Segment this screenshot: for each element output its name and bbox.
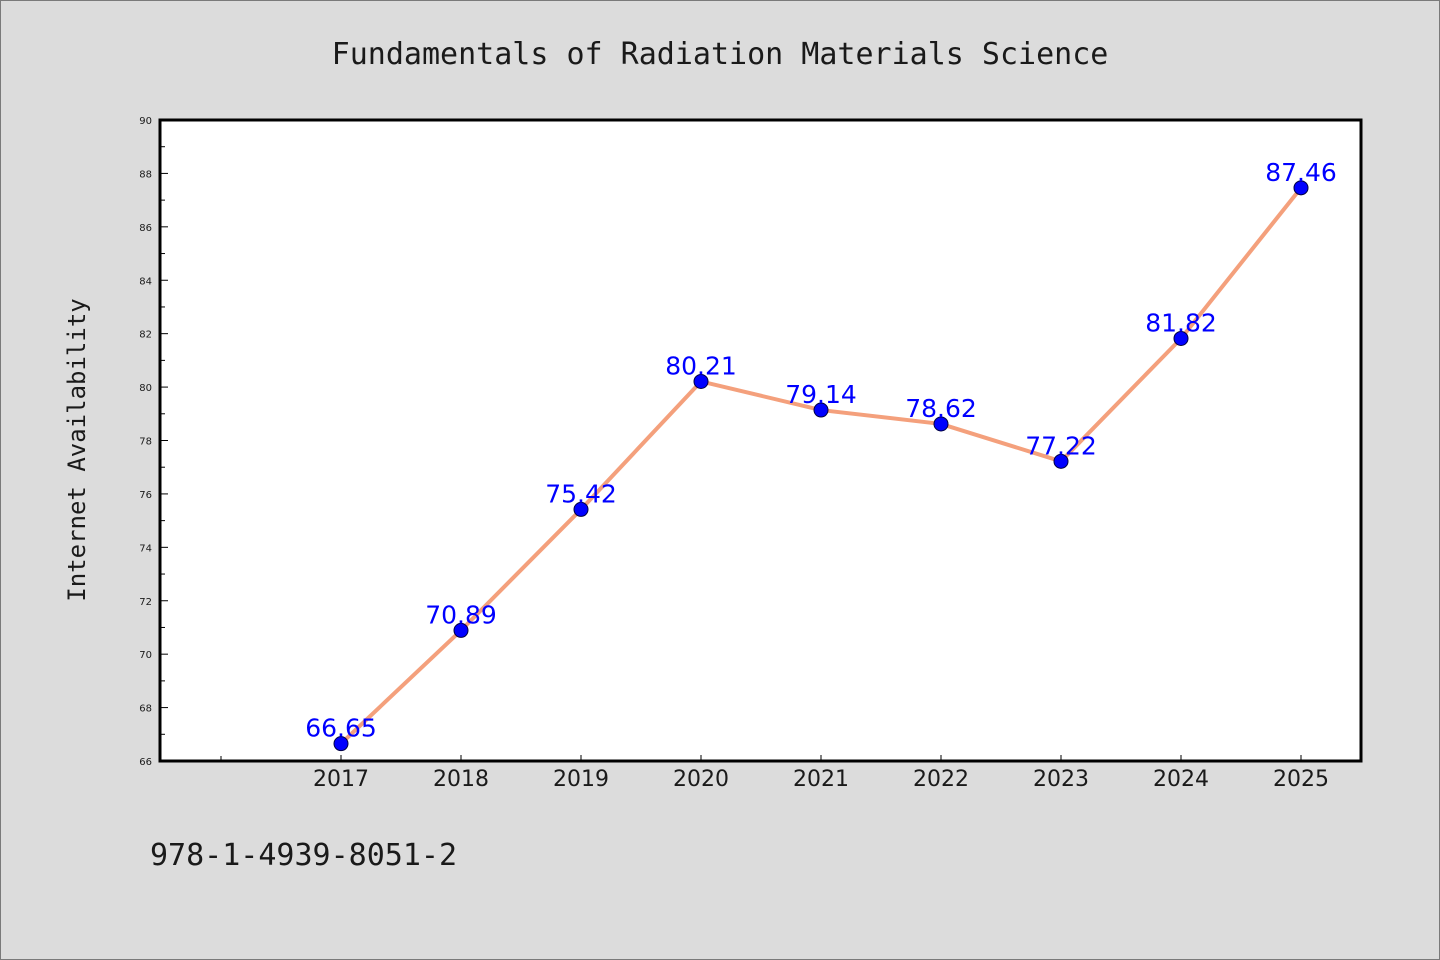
y-tick-label: 86 — [139, 223, 152, 234]
y-tick-label: 88 — [139, 169, 152, 180]
y-tick-label: 80 — [139, 383, 152, 394]
x-tick-label: 2019 — [553, 767, 609, 792]
data-point — [573, 501, 589, 517]
y-tick-label: 78 — [139, 437, 152, 448]
data-label: 81.82 — [1145, 308, 1217, 337]
x-axis: 2017 2018 2019 2020 2021 2022 2023 2024 2025 — [220, 755, 1329, 792]
y-tick-label: 76 — [139, 490, 152, 501]
data-point — [1293, 180, 1309, 196]
series-layer: 66.65 70.89 75.42 80.21 79.14 78.62 77.22 81.82… — [305, 158, 1337, 752]
x-tick-label: 2020 — [673, 767, 729, 792]
x-tick-label: 2018 — [433, 767, 489, 792]
data-label: 77.22 — [1025, 431, 1097, 460]
y-axis: 66 68 70 72 74 76 78 80 82 84 86 88 90 — [139, 116, 168, 768]
data-point — [333, 736, 349, 752]
plot-area — [160, 120, 1361, 761]
x-tick-label: 2022 — [913, 767, 969, 792]
y-tick-label: 90 — [139, 116, 152, 127]
data-label: 66.65 — [305, 714, 377, 743]
y-tick-label: 72 — [139, 597, 152, 608]
data-label: 79.14 — [785, 380, 857, 409]
data-point — [1053, 453, 1069, 469]
chart-title: Fundamentals of Radiation Materials Scie… — [332, 37, 1109, 72]
x-tick-label: 2025 — [1273, 767, 1329, 792]
y-tick-label: 70 — [139, 650, 152, 661]
isbn-text: 978-1-4939-8051-2 — [150, 838, 457, 873]
data-point — [1173, 330, 1189, 346]
data-point — [813, 402, 829, 418]
data-label: 87.46 — [1265, 158, 1337, 187]
x-tick-label: 2024 — [1153, 767, 1209, 792]
x-tick-label: 2017 — [313, 767, 369, 792]
y-axis-label: Internet Availability — [63, 298, 91, 601]
data-label: 75.42 — [545, 479, 617, 508]
x-tick-label: 2023 — [1033, 767, 1089, 792]
data-point — [933, 416, 949, 432]
data-label: 78.62 — [905, 394, 977, 423]
plot-frame — [158, 118, 1363, 763]
y-tick-label: 74 — [139, 543, 152, 554]
data-point — [453, 622, 469, 638]
x-tick-label: 2021 — [793, 767, 849, 792]
y-tick-label: 84 — [139, 276, 152, 287]
data-label: 70.89 — [425, 600, 497, 629]
data-label: 80.21 — [665, 351, 737, 380]
y-tick-label: 68 — [139, 704, 152, 715]
y-tick-label: 82 — [139, 330, 152, 341]
y-tick-label: 66 — [139, 757, 152, 768]
data-point — [693, 373, 709, 389]
